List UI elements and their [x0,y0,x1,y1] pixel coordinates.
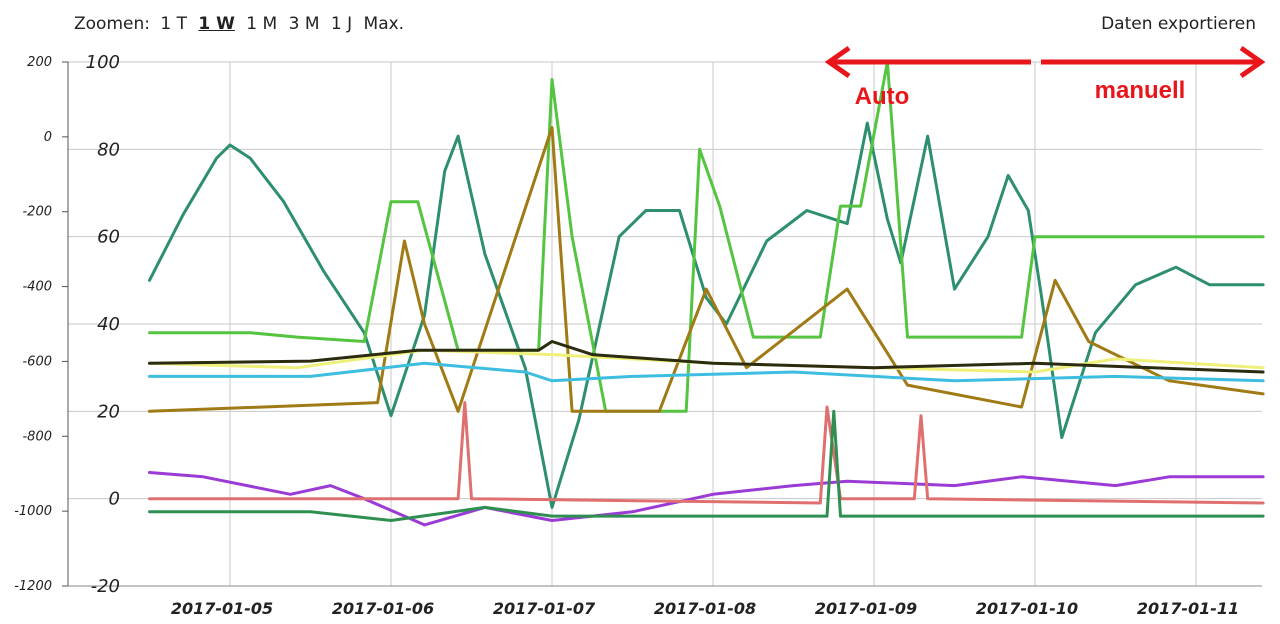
right-axis-ticks: 100 80 60 40 20 0 -20 [86,52,120,597]
series-line-8 [148,401,1265,505]
right-axis-tick-label: 0 [109,489,120,510]
right-axis-tick-label: 80 [97,139,120,160]
zoom-bar: Zoomen: 1 T 1 W 1 M 3 M 1 J Max. [74,14,407,34]
left-tick-label: -800 [22,429,52,444]
x-tick-label: 2017-01-05 [171,599,273,618]
left-tick-label: -1200 [14,579,52,594]
manual-arrowhead-right [1239,45,1266,79]
zoom-option-1t[interactable]: 1 T [160,14,187,34]
series-line-6 [148,361,1265,383]
x-tick-label: 2017-01-09 [815,599,917,618]
left-tick-label: -400 [22,280,52,295]
series-line-2 [148,60,1265,413]
series-line-3 [148,126,1265,413]
manual-label: manuell [1095,77,1186,104]
series-layer [148,60,1265,527]
left-tick-label: 200 [27,55,52,70]
series-line-9 [148,409,1265,522]
left-axis-ticks: 200 0 -200 -400 -600 -800 -1000 -1200 [14,55,68,594]
annotation-layer: Auto manuell [824,45,1266,110]
series-line-1 [148,121,1265,509]
series-line-7 [148,471,1265,527]
zoom-option-1m[interactable]: 1 M [246,14,278,34]
x-tick-label: 2017-01-06 [332,599,434,618]
left-tick-label: -1000 [14,504,52,519]
zoom-option-max[interactable]: Max. [363,14,405,34]
series-line-5 [148,340,1265,374]
x-tick-label: 2017-01-11 [1137,599,1239,618]
zoom-option-1j[interactable]: 1 J [330,14,353,34]
left-tick-label: -200 [22,205,52,220]
zoom-option-1w[interactable]: 1 W [198,14,235,34]
auto-arrowhead-left [824,45,851,79]
x-tick-label: 2017-01-10 [976,599,1078,618]
right-axis-tick-label: 20 [97,401,120,422]
right-axis-tick-label: 40 [97,314,120,335]
left-tick-label: 0 [44,130,52,145]
left-tick-label: -600 [22,354,52,369]
right-axis-tick-label: -20 [91,576,120,597]
zoom-label: Zoomen: [74,14,150,34]
right-axis-tick-label: 100 [86,52,120,73]
right-axis-tick-label: 60 [97,227,120,248]
export-data-link[interactable]: Daten exportieren [1101,14,1256,34]
x-tick-label: 2017-01-08 [654,599,756,618]
x-tick-label: 2017-01-07 [493,599,596,618]
zoom-option-3m[interactable]: 3 M [288,14,320,34]
auto-label: Auto [855,83,910,110]
x-axis-ticks: 2017-01-05 2017-01-06 2017-01-07 2017-01-08… [171,599,1239,618]
